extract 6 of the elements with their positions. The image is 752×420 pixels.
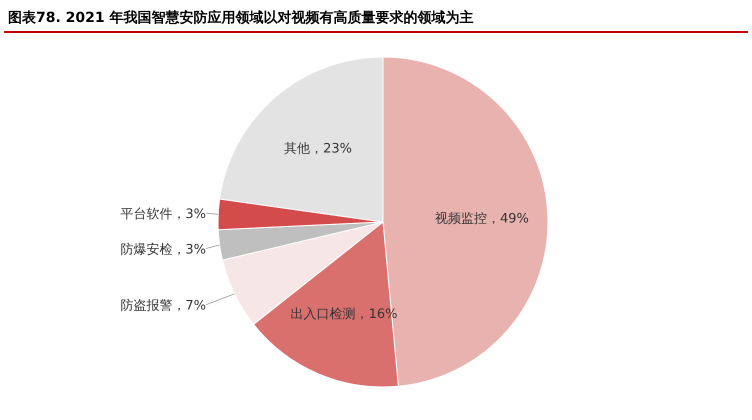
slice-label: 视频监控，49% xyxy=(434,211,529,226)
slice-label: 防爆安检，3% xyxy=(120,241,206,258)
slice-label: 平台软件，3% xyxy=(120,207,206,222)
slice-label: 防盗报警，7% xyxy=(120,298,206,314)
slice-label: 其他，23% xyxy=(284,141,352,156)
chart-title: 图表78. 2021 年我国智慧安防应用领域以对视频有高质量要求的领域为主 xyxy=(8,9,474,26)
